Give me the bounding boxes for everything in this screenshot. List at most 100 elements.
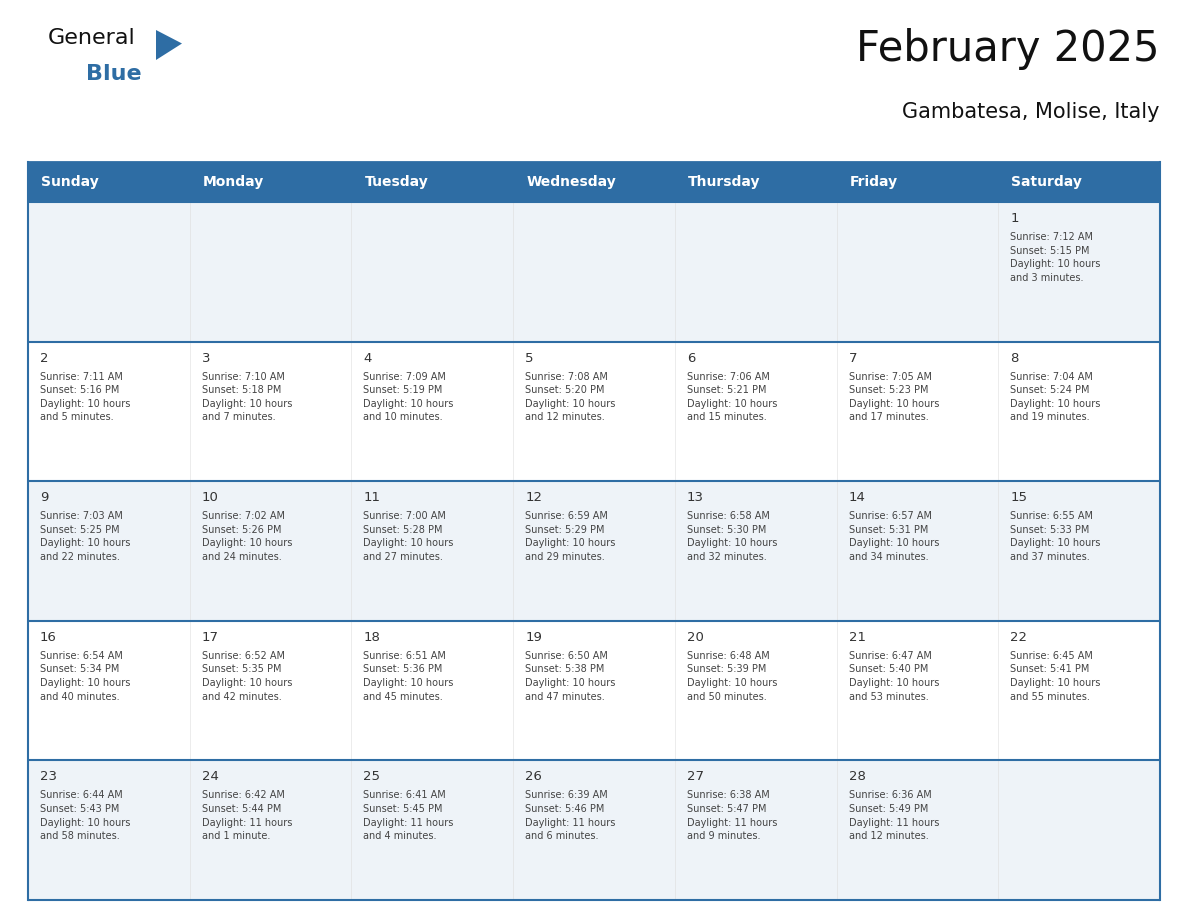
Text: Monday: Monday [203, 175, 264, 189]
Text: Blue: Blue [86, 64, 141, 84]
Text: Sunrise: 6:47 AM
Sunset: 5:40 PM
Daylight: 10 hours
and 53 minutes.: Sunrise: 6:47 AM Sunset: 5:40 PM Dayligh… [848, 651, 939, 701]
Text: Wednesday: Wednesday [526, 175, 615, 189]
Text: 23: 23 [40, 770, 57, 783]
Text: Friday: Friday [849, 175, 898, 189]
Text: 25: 25 [364, 770, 380, 783]
Text: Sunday: Sunday [42, 175, 99, 189]
Bar [513, 481, 675, 621]
Bar [675, 341, 836, 481]
Text: Sunrise: 6:48 AM
Sunset: 5:39 PM
Daylight: 10 hours
and 50 minutes.: Sunrise: 6:48 AM Sunset: 5:39 PM Dayligh… [687, 651, 777, 701]
Text: Thursday: Thursday [688, 175, 760, 189]
Bar [513, 162, 675, 202]
Text: 20: 20 [687, 631, 703, 644]
Bar [675, 162, 836, 202]
Text: Sunrise: 6:59 AM
Sunset: 5:29 PM
Daylight: 10 hours
and 29 minutes.: Sunrise: 6:59 AM Sunset: 5:29 PM Dayligh… [525, 511, 615, 562]
Bar [352, 481, 513, 621]
Bar [998, 202, 1159, 341]
Text: 12: 12 [525, 491, 542, 504]
Text: Sunrise: 7:09 AM
Sunset: 5:19 PM
Daylight: 10 hours
and 10 minutes.: Sunrise: 7:09 AM Sunset: 5:19 PM Dayligh… [364, 372, 454, 422]
Text: 8: 8 [1010, 352, 1018, 364]
Text: 1: 1 [1010, 212, 1019, 225]
Bar [998, 760, 1159, 900]
Bar [836, 162, 998, 202]
Text: Sunrise: 7:11 AM
Sunset: 5:16 PM
Daylight: 10 hours
and 5 minutes.: Sunrise: 7:11 AM Sunset: 5:16 PM Dayligh… [40, 372, 131, 422]
Bar [352, 341, 513, 481]
Text: Sunrise: 6:36 AM
Sunset: 5:49 PM
Daylight: 11 hours
and 12 minutes.: Sunrise: 6:36 AM Sunset: 5:49 PM Dayligh… [848, 790, 939, 841]
Bar [998, 162, 1159, 202]
Bar [29, 341, 190, 481]
Text: Sunrise: 6:44 AM
Sunset: 5:43 PM
Daylight: 10 hours
and 58 minutes.: Sunrise: 6:44 AM Sunset: 5:43 PM Dayligh… [40, 790, 131, 841]
Bar [836, 202, 998, 341]
Text: Sunrise: 6:45 AM
Sunset: 5:41 PM
Daylight: 10 hours
and 55 minutes.: Sunrise: 6:45 AM Sunset: 5:41 PM Dayligh… [1010, 651, 1100, 701]
Text: 6: 6 [687, 352, 695, 364]
Text: 7: 7 [848, 352, 857, 364]
Text: 21: 21 [848, 631, 866, 644]
Text: 14: 14 [848, 491, 865, 504]
Text: Sunrise: 6:54 AM
Sunset: 5:34 PM
Daylight: 10 hours
and 40 minutes.: Sunrise: 6:54 AM Sunset: 5:34 PM Dayligh… [40, 651, 131, 701]
Text: Sunrise: 7:04 AM
Sunset: 5:24 PM
Daylight: 10 hours
and 19 minutes.: Sunrise: 7:04 AM Sunset: 5:24 PM Dayligh… [1010, 372, 1100, 422]
Bar [998, 481, 1159, 621]
Text: 4: 4 [364, 352, 372, 364]
Bar [675, 202, 836, 341]
Text: Sunrise: 7:06 AM
Sunset: 5:21 PM
Daylight: 10 hours
and 15 minutes.: Sunrise: 7:06 AM Sunset: 5:21 PM Dayligh… [687, 372, 777, 422]
Bar [190, 202, 352, 341]
Bar [513, 341, 675, 481]
Bar [836, 621, 998, 760]
Text: 16: 16 [40, 631, 57, 644]
Bar [29, 162, 190, 202]
Text: 3: 3 [202, 352, 210, 364]
Text: 24: 24 [202, 770, 219, 783]
Text: General: General [48, 28, 135, 48]
Text: Sunrise: 7:10 AM
Sunset: 5:18 PM
Daylight: 10 hours
and 7 minutes.: Sunrise: 7:10 AM Sunset: 5:18 PM Dayligh… [202, 372, 292, 422]
Text: Sunrise: 6:55 AM
Sunset: 5:33 PM
Daylight: 10 hours
and 37 minutes.: Sunrise: 6:55 AM Sunset: 5:33 PM Dayligh… [1010, 511, 1100, 562]
Text: Saturday: Saturday [1011, 175, 1082, 189]
Text: Sunrise: 6:50 AM
Sunset: 5:38 PM
Daylight: 10 hours
and 47 minutes.: Sunrise: 6:50 AM Sunset: 5:38 PM Dayligh… [525, 651, 615, 701]
Bar [998, 341, 1159, 481]
Bar [29, 621, 190, 760]
Bar [675, 621, 836, 760]
Bar [29, 481, 190, 621]
Bar [998, 621, 1159, 760]
Bar [190, 481, 352, 621]
Bar [513, 202, 675, 341]
Bar [190, 621, 352, 760]
Text: 26: 26 [525, 770, 542, 783]
Text: Gambatesa, Molise, Italy: Gambatesa, Molise, Italy [903, 102, 1159, 122]
Text: 19: 19 [525, 631, 542, 644]
Text: 15: 15 [1010, 491, 1028, 504]
Text: 11: 11 [364, 491, 380, 504]
Bar [29, 202, 190, 341]
Bar [836, 341, 998, 481]
Bar [675, 760, 836, 900]
Polygon shape [156, 30, 182, 60]
Bar [352, 162, 513, 202]
Text: Sunrise: 7:00 AM
Sunset: 5:28 PM
Daylight: 10 hours
and 27 minutes.: Sunrise: 7:00 AM Sunset: 5:28 PM Dayligh… [364, 511, 454, 562]
Text: Tuesday: Tuesday [365, 175, 428, 189]
Text: Sunrise: 6:38 AM
Sunset: 5:47 PM
Daylight: 11 hours
and 9 minutes.: Sunrise: 6:38 AM Sunset: 5:47 PM Dayligh… [687, 790, 777, 841]
Text: 13: 13 [687, 491, 703, 504]
Bar [836, 481, 998, 621]
Bar [352, 202, 513, 341]
Bar [675, 481, 836, 621]
Text: Sunrise: 7:08 AM
Sunset: 5:20 PM
Daylight: 10 hours
and 12 minutes.: Sunrise: 7:08 AM Sunset: 5:20 PM Dayligh… [525, 372, 615, 422]
Text: Sunrise: 6:39 AM
Sunset: 5:46 PM
Daylight: 11 hours
and 6 minutes.: Sunrise: 6:39 AM Sunset: 5:46 PM Dayligh… [525, 790, 615, 841]
Text: Sunrise: 7:02 AM
Sunset: 5:26 PM
Daylight: 10 hours
and 24 minutes.: Sunrise: 7:02 AM Sunset: 5:26 PM Dayligh… [202, 511, 292, 562]
Bar [352, 621, 513, 760]
Text: Sunrise: 6:58 AM
Sunset: 5:30 PM
Daylight: 10 hours
and 32 minutes.: Sunrise: 6:58 AM Sunset: 5:30 PM Dayligh… [687, 511, 777, 562]
Bar [352, 760, 513, 900]
Text: Sunrise: 6:52 AM
Sunset: 5:35 PM
Daylight: 10 hours
and 42 minutes.: Sunrise: 6:52 AM Sunset: 5:35 PM Dayligh… [202, 651, 292, 701]
Text: 17: 17 [202, 631, 219, 644]
Text: 18: 18 [364, 631, 380, 644]
Bar [190, 760, 352, 900]
Bar [190, 162, 352, 202]
Text: 22: 22 [1010, 631, 1028, 644]
Text: Sunrise: 6:57 AM
Sunset: 5:31 PM
Daylight: 10 hours
and 34 minutes.: Sunrise: 6:57 AM Sunset: 5:31 PM Dayligh… [848, 511, 939, 562]
Text: 2: 2 [40, 352, 49, 364]
Text: Sunrise: 6:41 AM
Sunset: 5:45 PM
Daylight: 11 hours
and 4 minutes.: Sunrise: 6:41 AM Sunset: 5:45 PM Dayligh… [364, 790, 454, 841]
Text: Sunrise: 7:03 AM
Sunset: 5:25 PM
Daylight: 10 hours
and 22 minutes.: Sunrise: 7:03 AM Sunset: 5:25 PM Dayligh… [40, 511, 131, 562]
Bar [190, 341, 352, 481]
Bar [29, 760, 190, 900]
Text: Sunrise: 7:12 AM
Sunset: 5:15 PM
Daylight: 10 hours
and 3 minutes.: Sunrise: 7:12 AM Sunset: 5:15 PM Dayligh… [1010, 232, 1100, 283]
Text: 10: 10 [202, 491, 219, 504]
Bar [513, 760, 675, 900]
